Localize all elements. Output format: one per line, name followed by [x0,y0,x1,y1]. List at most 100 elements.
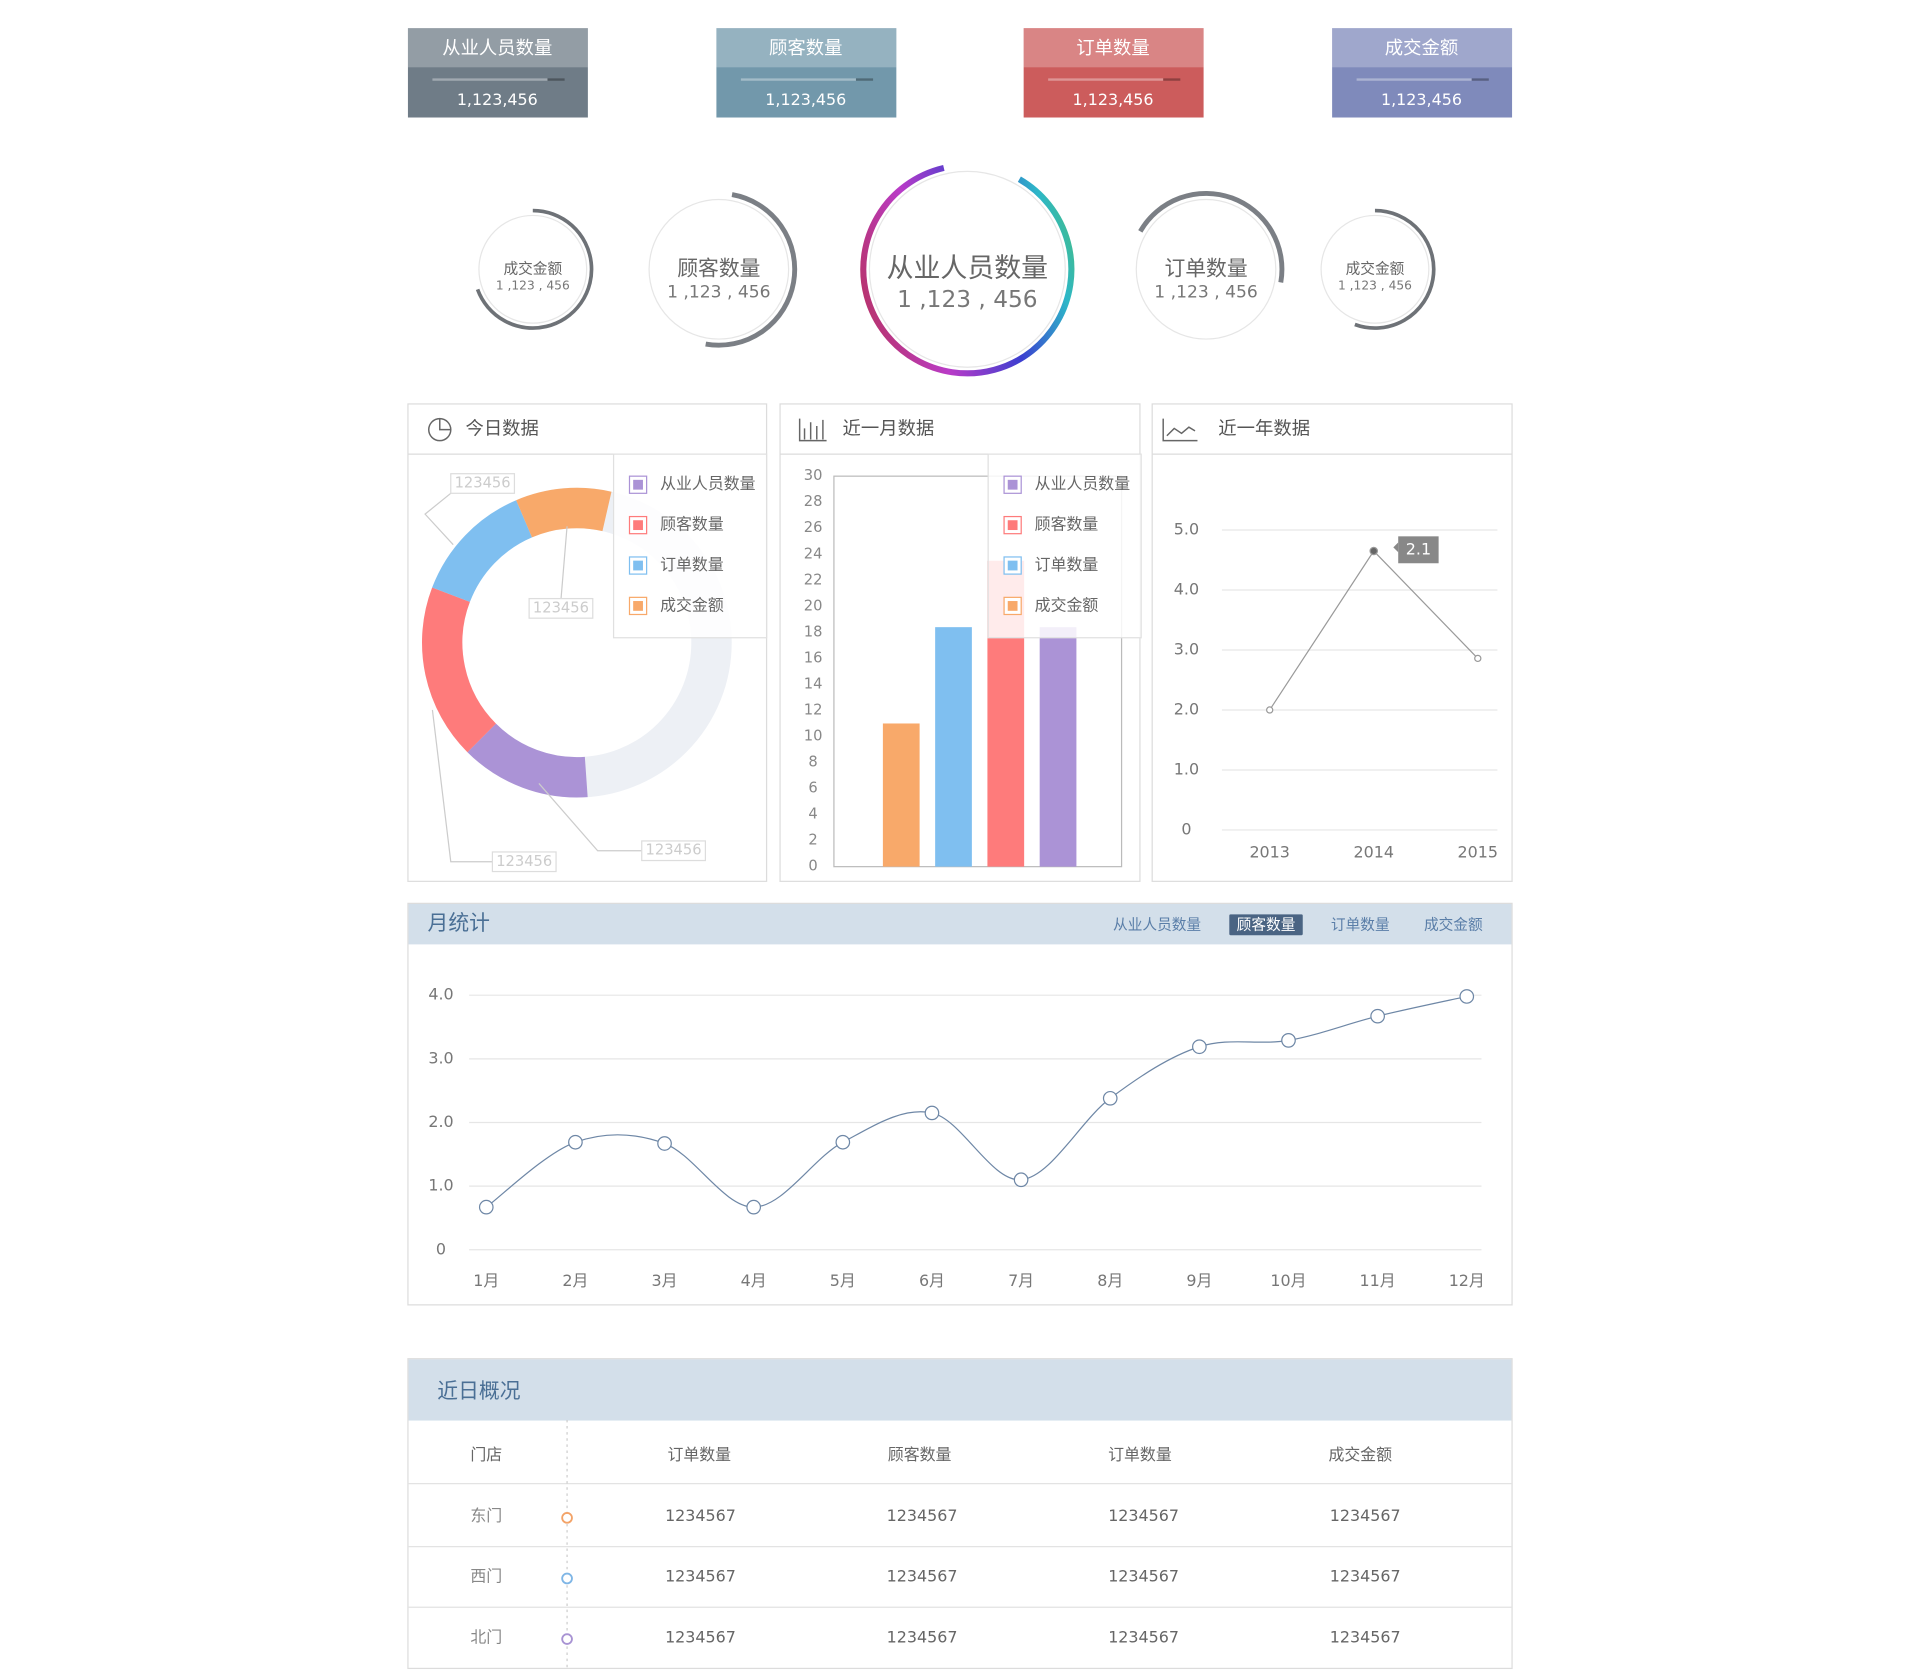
panel-title: 近一月数据 [842,419,934,440]
tab-active [1229,914,1303,936]
legend-swatch [633,601,643,611]
legend-label: 从业人员数量 [1035,474,1131,493]
table-cell: 1234567 [665,1627,736,1646]
annotation-box [641,840,707,862]
tab[interactable]: 订单数量 [1331,916,1390,933]
point [1013,1172,1029,1188]
y-tick-label: 0 [436,1239,446,1258]
x-tick-label: 2014 [1353,843,1393,862]
table-cell: 1234567 [1108,1627,1179,1646]
y-tick-label: 24 [804,545,823,562]
panel-title: 月统计 [428,911,490,935]
table-cell: 1234567 [887,1506,958,1525]
x-tick-label: 10月 [1270,1271,1306,1290]
point [1459,989,1475,1004]
ring-arc [475,208,594,330]
y-tick-label: 2.0 [428,1112,453,1131]
y-tick-label: 30 [804,467,823,484]
ring-face [868,170,1066,368]
x-tick-label: 4月 [741,1271,767,1290]
legend-swatch [633,520,643,531]
y-tick-label: 2.0 [1174,699,1199,718]
legend-swatch [1007,560,1018,571]
table-cell: 1234567 [1330,1506,1401,1525]
ring-title: 从业人员数量 [887,253,1048,284]
ring-arc [860,162,1075,377]
ring-face [478,214,588,324]
y-tick-label: 10 [804,727,823,744]
x-tick-label: 2015 [1458,843,1498,862]
y-tick-label: 20 [804,597,823,614]
point [568,1134,583,1150]
x-tick-label: 5月 [830,1271,856,1290]
legend-label: 订单数量 [1035,555,1099,574]
ring-title: 成交金额 [1346,259,1405,277]
table-header: 订单数量 [1108,1445,1172,1464]
y-tick-label: 3.0 [1174,639,1199,658]
point [746,1199,762,1215]
y-tick-label: 14 [804,675,823,692]
card-top [1332,28,1513,68]
ring-value: 1 ,123 , 456 [667,282,771,302]
ring-face [1135,198,1277,340]
tab[interactable]: 顾客数量 [1237,916,1296,933]
x-tick-label: 1月 [473,1271,499,1290]
card-value: 1,123,456 [1073,90,1154,109]
y-tick-label: 16 [804,649,823,666]
ring-value: 1 ,123 , 456 [496,278,570,292]
annotation: 123456 [533,599,589,616]
annotation-box [528,597,594,619]
header-band [408,1359,1512,1421]
y-tick-label: 5.0 [1174,520,1199,539]
point [1474,654,1482,663]
y-tick-label: 8 [808,754,817,771]
ring-title: 成交金额 [503,259,562,277]
tab[interactable]: 从业人员数量 [1113,916,1201,933]
card-bottom [716,28,897,118]
legend-label: 顾客数量 [1035,515,1099,534]
card-bottom [1332,28,1513,118]
card-title: 订单数量 [1076,38,1149,59]
y-tick-label: 4.0 [1174,580,1199,599]
x-tick-label: 7月 [1008,1271,1034,1290]
point [1370,1008,1385,1024]
annotation: 123456 [496,853,552,870]
leader-line [538,783,642,852]
ring-title: 订单数量 [1164,256,1247,280]
tooltip-text: 2.1 [1406,539,1431,558]
y-tick-label: 22 [804,571,823,588]
y-tick-label: 1.0 [428,1176,453,1195]
table-cell: 北门 [470,1627,502,1646]
point [478,1199,494,1215]
x-tick-label: 9月 [1186,1271,1212,1290]
card-value: 1,123,456 [1381,90,1462,109]
point [1192,1039,1207,1055]
ring-arc [1138,190,1285,283]
card-title: 成交金额 [1385,38,1458,59]
point [657,1136,672,1151]
panel-title: 今日数据 [465,419,538,440]
row-marker [561,1572,573,1585]
donut-segment [422,587,497,753]
table-header: 顾客数量 [888,1445,952,1464]
ring-value: 1 ,123 , 456 [1338,278,1412,292]
table-header: 门店 [470,1445,502,1464]
ring-value: 1 ,123 , 456 [897,286,1038,313]
tab[interactable]: 成交金额 [1424,915,1483,933]
x-tick-label: 2013 [1249,843,1289,862]
card-top [716,28,897,68]
header-band [408,903,1512,945]
ring-value: 1 ,123 , 456 [1154,282,1258,302]
x-tick-label: 2月 [562,1271,588,1290]
ring-face [1320,214,1430,324]
table-cell: 1234567 [1330,1627,1401,1646]
annotation-box [491,851,557,873]
ring-title: 顾客数量 [677,256,760,280]
legend-swatch [1007,601,1018,611]
ring-arc [1354,208,1436,330]
card-bottom [407,28,588,118]
table-cell: 1234567 [1108,1506,1179,1525]
card-value: 1,123,456 [765,90,846,109]
